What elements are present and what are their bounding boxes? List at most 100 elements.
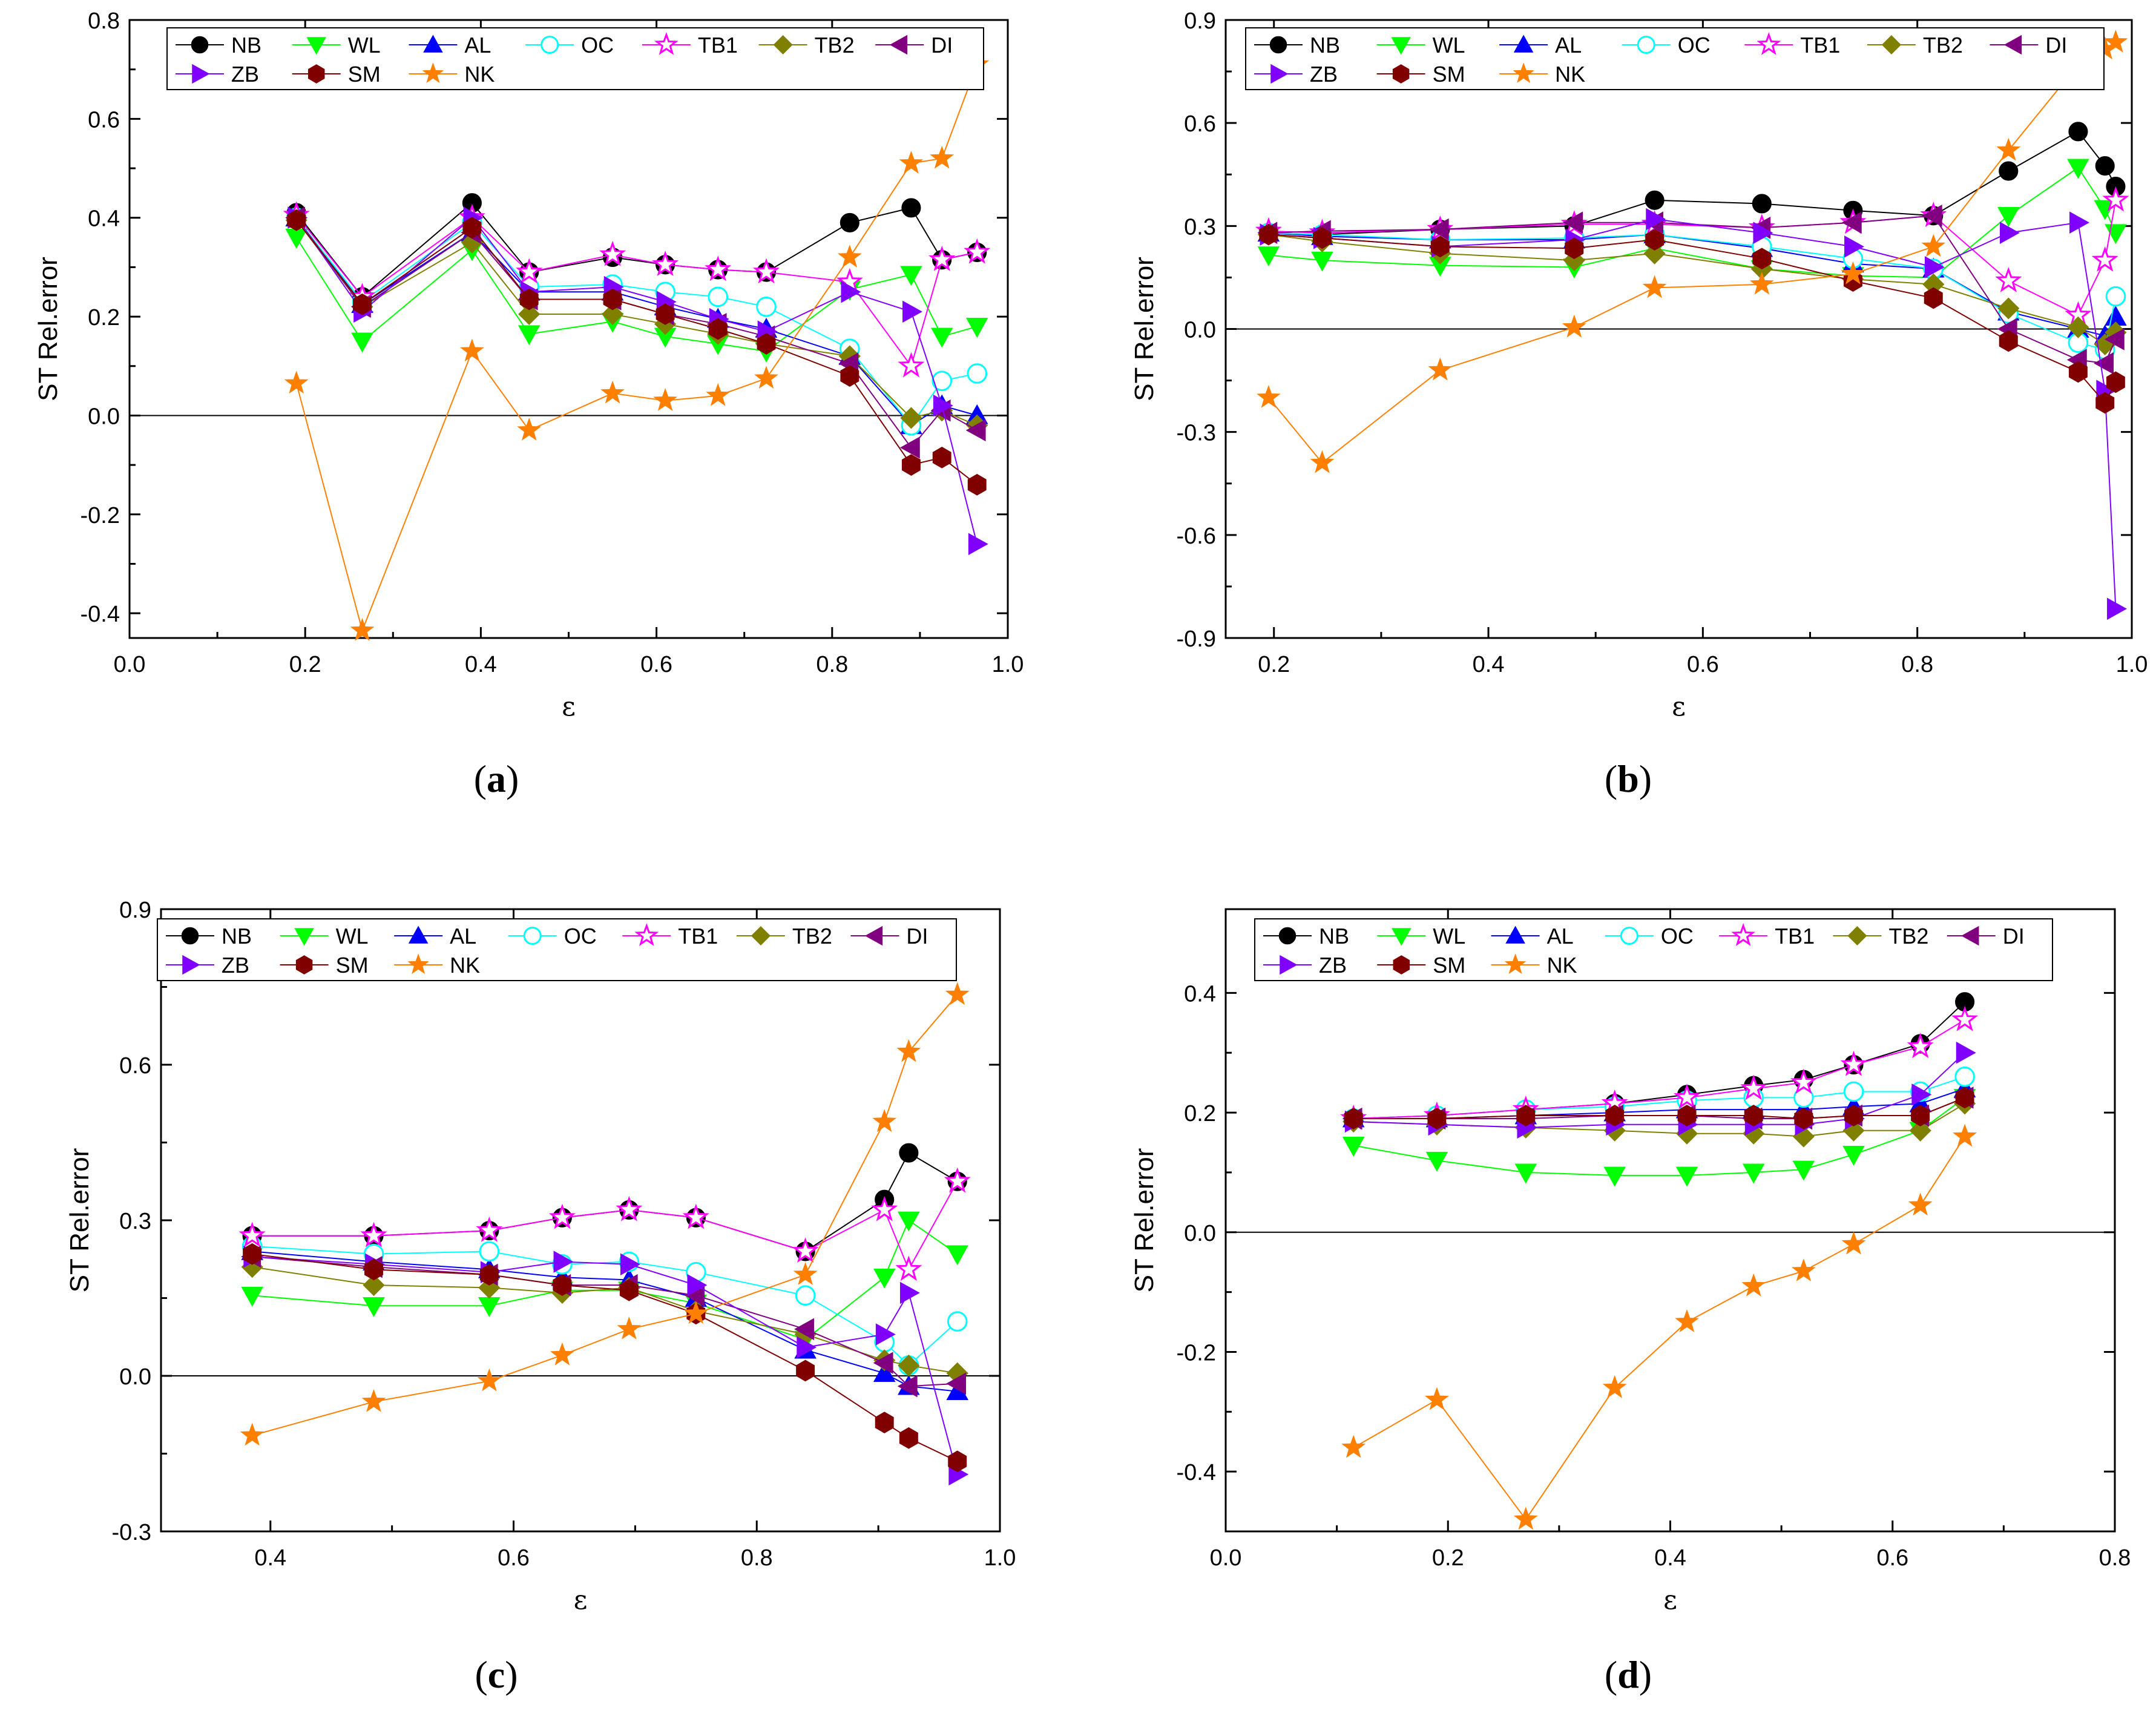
data-point-sm xyxy=(757,333,776,355)
legend-marker-wl xyxy=(1391,37,1411,55)
series-line-di xyxy=(252,1256,958,1387)
chart-panel-d: 0.0 0.2 0.4 0.6 0.8 -0.4 -0.2 0.0 0.2 0.4 ε ST Rel.… xyxy=(1129,908,2131,1696)
data-point-wl xyxy=(1997,206,2020,227)
y-tick-label: -0.3 xyxy=(112,1520,151,1545)
data-point-tb1 xyxy=(1840,1050,1867,1076)
legend-label-tb1: TB1 xyxy=(1800,33,1840,58)
data-point-nk xyxy=(1921,234,1946,257)
legend-marker-wl xyxy=(294,928,314,946)
legend-marker-zb xyxy=(182,955,200,975)
legend-marker-tb1 xyxy=(654,32,679,55)
y-tick-label: 0.6 xyxy=(119,1053,151,1079)
data-point-sm xyxy=(1565,237,1584,260)
legend-label-oc: OC xyxy=(564,924,597,949)
data-point-nk xyxy=(653,387,677,411)
series-line-al xyxy=(1268,232,2117,337)
plot-frame xyxy=(1224,908,2116,1533)
data-point-wl xyxy=(1342,1137,1365,1157)
data-point-nk xyxy=(600,380,625,404)
data-point-zb xyxy=(687,1274,708,1297)
data-point-sm xyxy=(1677,1105,1697,1126)
data-point-tb1 xyxy=(792,1237,819,1263)
panel-label-open: ( xyxy=(474,757,487,800)
x-tick-label: 0.0 xyxy=(1210,1545,1242,1571)
legend-label-tb2: TB2 xyxy=(792,924,832,949)
data-point-nk xyxy=(837,245,862,268)
data-point-sm xyxy=(364,1258,383,1281)
legend-marker-al xyxy=(423,35,443,53)
data-point-nb xyxy=(2068,122,2088,142)
data-point-nb xyxy=(1645,190,1665,210)
data-point-di xyxy=(1922,205,1942,227)
data-point-oc xyxy=(2105,286,2126,307)
data-point-di xyxy=(1428,218,1449,241)
x-tick-label: 0.2 xyxy=(1432,1545,1464,1571)
x-tick-label: 0.2 xyxy=(289,652,321,677)
legend-marker-tb2 xyxy=(773,35,793,55)
data-point-wl xyxy=(1742,1163,1765,1184)
panel-label: (a) xyxy=(474,757,519,800)
x-tick-label: 1.0 xyxy=(992,652,1024,677)
legend-marker-al xyxy=(1513,35,1534,53)
data-point-wl xyxy=(1514,1163,1537,1184)
data-point-wl xyxy=(1257,246,1280,267)
y-tick-label: -0.4 xyxy=(1177,1460,1216,1485)
data-point-nk xyxy=(1841,261,1865,284)
data-point-sm xyxy=(603,288,622,311)
y-axis-label: ST Rel.error xyxy=(1129,1148,1159,1293)
legend-label-sm: SM xyxy=(1433,953,1465,978)
data-point-tb2 xyxy=(898,1354,920,1376)
data-point-wl xyxy=(241,1286,263,1307)
data-point-tb1 xyxy=(476,1216,503,1242)
data-point-zb xyxy=(875,1323,896,1346)
data-point-wl xyxy=(1842,1145,1865,1166)
panel-label-open: ( xyxy=(1605,1653,1617,1696)
y-tick-label: -0.2 xyxy=(81,503,120,528)
data-point-di xyxy=(897,1375,918,1398)
data-point-nk xyxy=(793,1262,818,1285)
data-point-tb1 xyxy=(928,245,956,271)
x-tick-label: 0.6 xyxy=(640,652,672,677)
data-point-sm xyxy=(840,365,859,387)
panel-label-letter: a xyxy=(487,757,506,800)
data-point-oc xyxy=(932,370,952,392)
panel-label: (d) xyxy=(1605,1653,1652,1696)
data-point-wl xyxy=(1425,1151,1448,1172)
legend-marker-al xyxy=(408,926,429,944)
legend: NB WL AL OC TB1 TB2 DI ZB SM NK xyxy=(1245,27,2105,90)
data-point-tb1 xyxy=(652,251,679,276)
series-line-nb xyxy=(252,1152,958,1252)
y-tick-label: 0.6 xyxy=(88,107,120,133)
data-point-sm xyxy=(1605,1105,1625,1126)
data-point-wl xyxy=(478,1297,501,1317)
panel-label-close: ) xyxy=(1639,757,1652,800)
legend-marker-tb1 xyxy=(1731,923,1755,946)
series-line-wl xyxy=(295,237,978,352)
legend-label-zb: ZB xyxy=(1310,62,1338,87)
legend-marker-nk xyxy=(1504,953,1527,975)
y-axis-label: ST Rel.error xyxy=(1129,257,1159,401)
legend-label-wl: WL xyxy=(348,33,381,58)
legend-marker-sm xyxy=(307,64,325,84)
legend-label-di: DI xyxy=(931,33,953,58)
chart-panel-b: 0.2 0.4 0.6 0.8 1.0 -0.9 -0.6 -0.3 0.0 0.3 0.6 0.9 ε… xyxy=(1129,8,2148,800)
series-line-oc xyxy=(295,217,978,427)
series-tb1 xyxy=(238,1167,971,1281)
legend-box xyxy=(166,27,984,90)
legend-label-nb: NB xyxy=(222,924,252,949)
data-point-sm xyxy=(948,1450,967,1473)
data-point-sm xyxy=(353,293,372,315)
chart-panel-c: 0.4 0.6 0.8 1.0 -0.3 0.0 0.3 0.6 0.9 ε ST Rel.erro… xyxy=(65,898,1016,1696)
data-point-tb1 xyxy=(1740,1074,1767,1100)
data-point-nk xyxy=(1642,275,1667,298)
data-point-zb xyxy=(902,300,922,323)
x-tick-label: 1.0 xyxy=(2116,652,2148,677)
data-point-nk xyxy=(683,1301,708,1324)
data-point-tb1 xyxy=(2091,246,2118,272)
data-point-wl xyxy=(930,327,953,348)
data-point-sm xyxy=(1259,223,1278,246)
data-point-nk xyxy=(1675,1309,1699,1333)
y-tick-label: 0.2 xyxy=(88,305,120,330)
data-point-sm xyxy=(1955,1087,1974,1109)
legend-marker-nb xyxy=(181,927,199,945)
